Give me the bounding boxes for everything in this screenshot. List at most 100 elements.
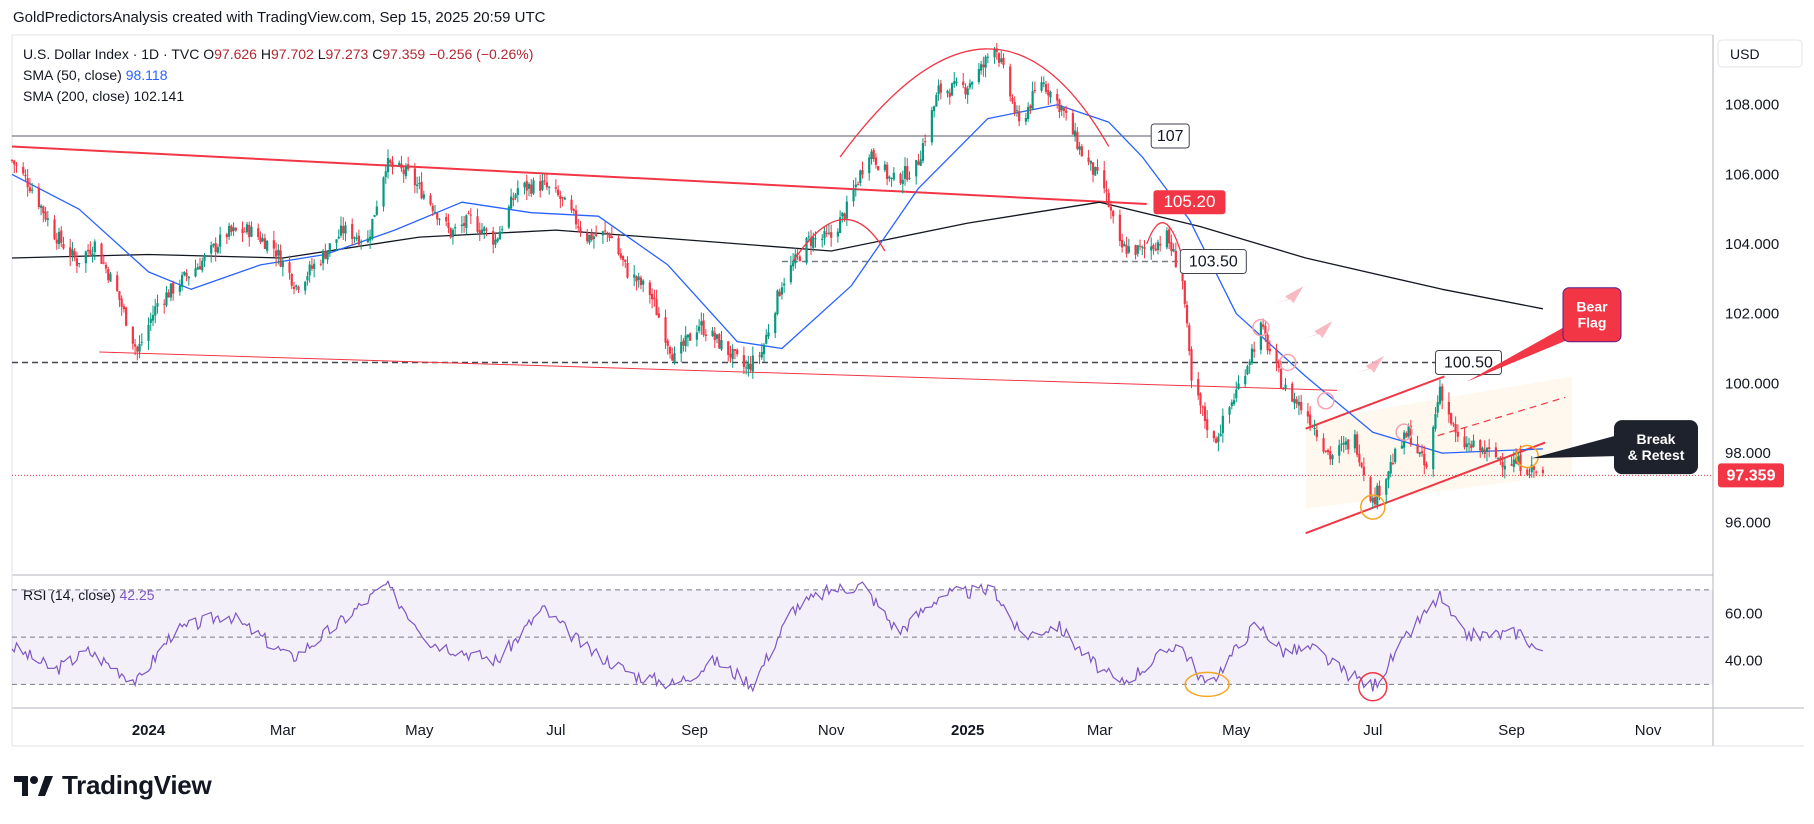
candle — [1331, 454, 1334, 466]
rejection-circle — [1395, 423, 1413, 441]
candle — [733, 348, 737, 360]
candle — [449, 227, 452, 239]
svg-text:105.20: 105.20 — [1163, 192, 1215, 211]
top-arc — [792, 218, 886, 262]
price-tick-label: 102.000 — [1725, 306, 1779, 323]
candle — [167, 289, 170, 298]
candle — [1112, 209, 1115, 224]
candle — [131, 326, 134, 350]
candle — [962, 72, 965, 89]
candle — [53, 215, 56, 241]
candle — [1011, 94, 1014, 105]
candle — [577, 218, 580, 233]
candle — [151, 305, 155, 326]
candle — [133, 339, 137, 356]
candle — [91, 246, 94, 263]
candle — [1185, 301, 1189, 328]
candle — [823, 226, 826, 246]
candle — [102, 254, 105, 265]
candle — [758, 351, 761, 365]
candle — [1362, 457, 1365, 482]
candle — [921, 138, 925, 164]
candle — [718, 333, 721, 349]
candle — [1452, 422, 1455, 428]
candle — [73, 248, 76, 262]
svg-text:Bear: Bear — [1576, 299, 1608, 315]
candle — [1441, 383, 1444, 410]
candle — [1141, 245, 1144, 256]
candle — [492, 226, 495, 254]
candle — [729, 345, 732, 363]
rsi-tick-label: 60.00 — [1725, 605, 1763, 622]
time-tick-label: May — [1222, 722, 1251, 739]
svg-text:107: 107 — [1157, 128, 1184, 145]
candle — [1291, 381, 1294, 402]
price-tick-label: 104.000 — [1725, 236, 1779, 253]
candle — [713, 326, 716, 349]
candle — [1009, 63, 1012, 102]
candle — [1353, 429, 1356, 453]
candle — [1519, 445, 1522, 476]
candle — [1109, 200, 1113, 220]
candle — [1483, 440, 1486, 459]
candle — [416, 176, 419, 194]
candle — [780, 282, 784, 300]
candle — [1094, 166, 1097, 177]
candle — [1076, 127, 1079, 151]
candle — [516, 180, 519, 203]
candle — [588, 234, 591, 245]
tradingview-brand[interactable]: TradingView — [14, 770, 212, 801]
candle — [1371, 495, 1374, 509]
candle — [635, 275, 638, 291]
candle — [809, 229, 813, 256]
close-label: C — [372, 46, 383, 62]
candle — [1219, 424, 1222, 437]
moving-averages — [11, 104, 1544, 454]
candle — [1510, 456, 1513, 467]
candle — [839, 210, 842, 234]
candle — [742, 346, 745, 375]
candle — [1344, 437, 1348, 451]
candle — [1232, 393, 1236, 407]
candle — [1342, 435, 1345, 453]
candle — [308, 261, 311, 283]
candle — [154, 298, 157, 324]
candle — [657, 306, 660, 319]
candle — [892, 167, 895, 182]
candle — [930, 106, 933, 146]
candle — [402, 166, 405, 184]
candle — [570, 195, 573, 213]
candle — [1438, 379, 1442, 406]
candle — [1526, 467, 1529, 476]
candle — [827, 224, 831, 236]
candle — [1485, 447, 1489, 462]
candle — [1326, 448, 1330, 456]
candle — [935, 92, 938, 107]
candle — [1391, 453, 1395, 466]
bear-flag-pointer — [1466, 327, 1573, 382]
candle — [1228, 406, 1231, 424]
candle — [1197, 372, 1200, 400]
candle — [633, 265, 636, 287]
candle — [608, 232, 611, 242]
candle — [915, 160, 918, 185]
candle — [890, 177, 893, 187]
candle — [496, 237, 499, 244]
candle — [1125, 236, 1128, 258]
candle — [1309, 406, 1312, 431]
candle — [483, 226, 486, 239]
candle — [328, 243, 331, 257]
svg-text:& Retest: & Retest — [1628, 447, 1685, 463]
candle — [841, 212, 844, 223]
candle — [525, 174, 528, 200]
candle — [104, 262, 108, 274]
candle — [169, 283, 173, 302]
candle — [619, 248, 622, 260]
candle — [997, 52, 1001, 67]
candle — [655, 289, 658, 316]
candle — [342, 217, 345, 240]
pointer-arrow — [1354, 355, 1384, 373]
candle — [586, 228, 589, 244]
candle — [203, 253, 206, 268]
